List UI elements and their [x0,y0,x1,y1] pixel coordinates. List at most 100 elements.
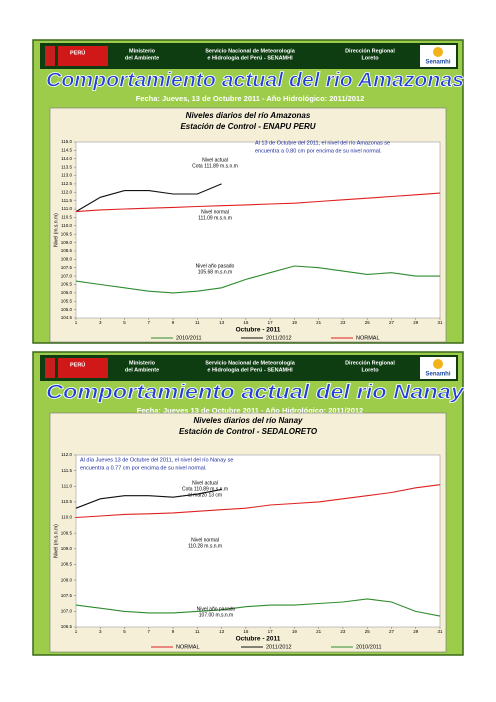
region: Dirección Regional [345,48,395,54]
country-box [58,46,108,66]
x-tick-label: 29 [413,320,419,325]
plot-area [75,141,441,319]
annotation: Nivel normal [191,537,219,543]
y-tick-label: 115.0 [61,139,72,144]
x-tick-label: 23 [340,320,346,325]
x-tick-label: 15 [243,320,249,325]
x-tick-label: 9 [172,629,175,634]
x-tick-label: 15 [243,629,249,634]
chart-subtitle: Estación de Control - SEDALORETO [179,427,318,436]
y-tick-label: 107.0 [61,609,73,614]
x-tick-label: 13 [219,629,225,634]
annotation: Cota 111.89 m.s.n.m [192,163,238,169]
annotation: Nivel actual [192,480,218,486]
y-tick-label: 111.0 [61,483,72,488]
x-tick-label: 27 [389,629,395,634]
series-line [75,488,222,509]
y-tick-label: 108.0 [61,257,73,262]
y-tick-label: 112.0 [61,189,72,194]
region: Dirección Regional [345,360,395,366]
header-bar [40,355,458,381]
series-line [75,183,222,213]
x-tick-label: 27 [389,320,395,325]
annotation: 111.09 m.s.n.m [198,215,232,221]
legend-label: 2011/2012 [266,644,292,650]
logo: Senamhi [425,372,450,378]
y-tick-label: 106.5 [61,624,73,629]
legend-label: 2010/2011 [176,335,202,341]
y-tick-label: 113.5 [61,164,72,169]
annotation: 107.00 m.s.n.m [199,612,233,618]
x-tick-label: 21 [316,629,322,634]
ministry: Ministerio [129,48,156,54]
ministry: del Ambiente [125,367,159,373]
annotation: Cota 110.89 m.s.n.m [182,486,228,492]
country: PERÚ [70,49,85,56]
header-bar [40,43,458,69]
y-tick-label: 106.5 [61,282,73,287]
x-tick-label: 21 [316,320,322,325]
x-tick-label: 25 [365,629,371,634]
region: Loreto [361,55,379,61]
y-tick-label: 109.5 [61,231,73,236]
chart-title: Niveles diarios del río Nanay [194,416,303,425]
series-line [75,598,441,617]
x-tick-label: 13 [219,320,225,325]
x-axis-label: Octubre - 2011 [236,327,281,334]
x-tick-label: 3 [99,320,102,325]
y-tick-label: 107.5 [61,265,73,270]
date-line: Fecha: Jueves, 13 de Octubre 2011 - Año … [136,94,365,103]
x-tick-label: 29 [413,629,419,634]
y-tick-label: 111.0 [61,206,72,211]
y-tick-label: 112.0 [61,452,72,457]
date-line: Fecha: Jueves 13 de Octubre 2011 - Año H… [137,406,363,415]
y-tick-label: 105.0 [61,307,73,312]
y-tick-label: 114.0 [61,156,72,161]
logo-sun [433,47,443,57]
annotation: 105.68 m.s.n.m [198,269,232,275]
annotation: Nivel normal [201,209,229,215]
series-line [75,484,441,519]
x-tick-label: 19 [292,629,298,634]
x-tick-label: 5 [123,320,126,325]
ministry: Ministerio [129,360,156,366]
y-tick-label: 113.0 [61,173,72,178]
y-tick-label: 109.0 [61,546,73,551]
country: PERÚ [70,361,85,368]
y-tick-label: 106.0 [61,290,73,295]
x-tick-label: 1 [75,320,78,325]
x-tick-label: 3 [99,629,102,634]
service: e Hidrología del Perú - SENAMHI [207,367,293,373]
legend-label: 2010/2011 [356,644,382,650]
x-tick-label: 19 [292,320,298,325]
service: e Hidrología del Perú - SENAMHI [207,55,293,61]
x-tick-label: 25 [365,320,371,325]
y-tick-label: 107.0 [61,273,73,278]
y-axis-label: Nivel (m.s.n.m) [53,524,59,558]
y-tick-label: 111.5 [61,468,72,473]
page-title: Comportamiento actual del rio Nanay [46,381,465,403]
plot-area [75,454,441,628]
y-tick-label: 108.0 [61,577,73,582]
legend-label: NORMAL [356,335,380,341]
region: Loreto [361,367,379,373]
y-tick-label: 110.0 [61,223,72,228]
x-axis-label: Octubre - 2011 [236,636,281,643]
note: encuentra a 0.80 cm por encima de su niv… [255,148,382,154]
ministry: del Ambiente [125,55,159,61]
flag [45,358,55,378]
legend-label: NORMAL [176,644,200,650]
y-tick-label: 110.5 [61,215,72,220]
logo-sun [433,359,443,369]
y-tick-label: 105.5 [61,298,73,303]
annotation: Nivel año pasado [197,606,236,612]
series-line [75,265,440,294]
annotation: al marzo 13 cm [188,492,222,498]
service: Servicio Nacional de Meteorología [205,48,295,54]
note: Al día Jueves 13 de Octubre del 2011, el… [80,457,233,463]
page-title: Comportamiento actual del rio Amazonas [46,69,464,91]
note: Al 13 de Octubre del 2011, el nivel del … [255,140,390,146]
note: encuentra a 0.77 cm por encima de su niv… [80,465,207,471]
country-box [58,358,108,378]
